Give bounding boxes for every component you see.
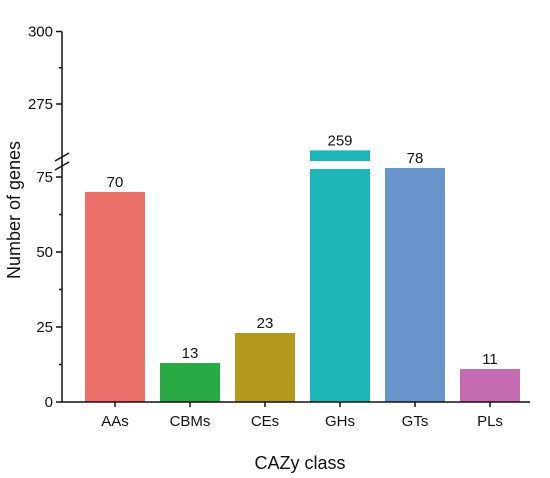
x-tick-label-aas: AAs	[101, 413, 129, 430]
y-tick-label-0: 0	[45, 394, 53, 411]
data-label-ghs: 259	[327, 132, 352, 149]
x-axis	[62, 401, 530, 407]
data-label-aas: 70	[107, 174, 124, 191]
data-label-pls: 11	[482, 351, 498, 368]
x-tick-label-gts: GTs	[402, 413, 429, 430]
bar-ghs-upper	[310, 150, 370, 161]
bar-cbms	[160, 363, 220, 402]
data-label-cbms: 13	[182, 345, 199, 362]
y-tick-label-25: 25	[36, 319, 53, 336]
data-labels: 70 13 23 259 78 11	[107, 132, 498, 368]
y-axis	[56, 30, 63, 403]
x-tick-label-ghs: GHs	[325, 413, 355, 430]
bar-aas	[85, 192, 145, 402]
y-tick-label-50: 50	[36, 244, 53, 261]
bar-pls	[460, 369, 520, 402]
x-tick-label-cbms: CBMs	[170, 413, 211, 430]
bar-ghs-lower	[310, 169, 370, 402]
data-label-ces: 23	[257, 315, 274, 332]
bar-gts	[385, 168, 445, 402]
bars-group	[85, 150, 520, 402]
x-axis-title: CAZy class	[254, 453, 345, 473]
y-axis-title: Number of genes	[4, 141, 24, 279]
y-tick-label-75: 75	[36, 169, 53, 186]
x-tick-label-ces: CEs	[251, 413, 279, 430]
x-tick-label-pls: PLs	[477, 413, 503, 430]
y-tick-label-275: 275	[28, 96, 53, 113]
bar-ces	[235, 333, 295, 402]
tick-labels: 0 25 50 75 275 300 AAs CBMs CEs GHs GTs PLs	[28, 24, 503, 431]
y-tick-label-300: 300	[28, 24, 53, 41]
data-label-gts: 78	[407, 150, 424, 167]
